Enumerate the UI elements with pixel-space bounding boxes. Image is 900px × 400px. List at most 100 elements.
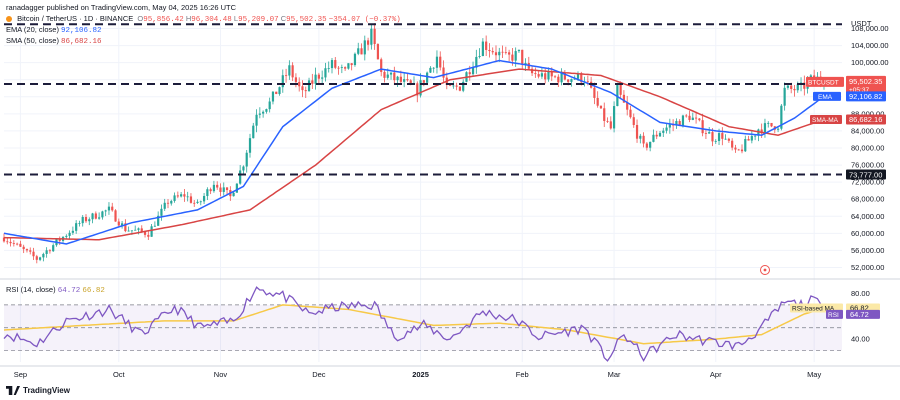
candle bbox=[52, 245, 55, 252]
ema-legend[interactable]: EMA (20, close) 92,106.82 bbox=[6, 25, 102, 35]
level-price-tag-text-2: 73,777.00 bbox=[849, 170, 882, 179]
candle bbox=[740, 149, 744, 152]
time-tick-label: Apr bbox=[710, 370, 722, 379]
candle bbox=[714, 140, 717, 142]
candle bbox=[757, 129, 760, 136]
candle bbox=[124, 223, 127, 232]
candle bbox=[708, 132, 711, 134]
candle bbox=[534, 73, 537, 75]
candle bbox=[619, 85, 622, 95]
candle bbox=[632, 117, 635, 125]
candle bbox=[511, 54, 514, 61]
price-tick-label: 104,000.00 bbox=[851, 41, 889, 50]
candle bbox=[475, 56, 478, 68]
candle bbox=[560, 72, 563, 83]
candle bbox=[537, 74, 540, 77]
candle bbox=[134, 229, 137, 231]
high-value: 96,304.48 bbox=[191, 16, 232, 24]
candle bbox=[275, 91, 278, 95]
candle bbox=[448, 84, 452, 86]
candle bbox=[685, 115, 688, 117]
price-tick-label: 76,000.00 bbox=[851, 161, 884, 170]
ema-tag bbox=[813, 91, 841, 101]
candle bbox=[603, 108, 606, 121]
price-tick-label: 52,000.00 bbox=[851, 263, 884, 272]
candle bbox=[750, 136, 753, 141]
candle bbox=[281, 75, 284, 88]
time-tick-label: Dec bbox=[312, 370, 326, 379]
candle bbox=[698, 118, 701, 121]
candle bbox=[324, 68, 327, 78]
time-tick-label: Sep bbox=[14, 370, 27, 379]
sma-legend[interactable]: SMA (50, close) 86,682.16 bbox=[6, 36, 102, 46]
candle bbox=[350, 63, 353, 66]
candle bbox=[609, 121, 612, 129]
price-tick-label: 80,000.00 bbox=[851, 144, 884, 153]
symbol-tag bbox=[806, 76, 844, 87]
candle bbox=[419, 80, 422, 96]
candle bbox=[767, 122, 770, 124]
candle bbox=[786, 85, 790, 88]
candle bbox=[550, 71, 553, 77]
event-marker-dot bbox=[763, 268, 767, 272]
candle bbox=[458, 86, 462, 91]
candle bbox=[262, 111, 265, 114]
candle bbox=[78, 223, 81, 224]
candle bbox=[68, 232, 71, 236]
candle bbox=[783, 87, 786, 106]
open-value: 95,856.42 bbox=[143, 16, 184, 24]
candle bbox=[127, 230, 130, 232]
candle bbox=[137, 228, 140, 230]
candle bbox=[668, 124, 671, 128]
candle bbox=[88, 219, 91, 222]
candle bbox=[98, 217, 101, 219]
candle bbox=[222, 187, 225, 192]
candle bbox=[422, 80, 425, 83]
candle bbox=[353, 53, 357, 66]
candle bbox=[265, 109, 268, 112]
candle bbox=[491, 51, 494, 53]
candle bbox=[635, 124, 639, 139]
symbol-tag-text: BTCUSDT bbox=[808, 80, 839, 87]
candle bbox=[344, 67, 347, 69]
candle bbox=[107, 206, 111, 211]
candle bbox=[508, 52, 511, 55]
candle bbox=[485, 41, 488, 50]
sma-tag bbox=[810, 114, 842, 124]
candle bbox=[209, 189, 212, 192]
candle bbox=[399, 76, 402, 82]
candle bbox=[173, 195, 176, 201]
candle bbox=[576, 73, 580, 79]
candle bbox=[403, 79, 406, 82]
currency-label[interactable]: USDT bbox=[851, 19, 872, 28]
candle bbox=[9, 241, 12, 244]
rsi-tag-text: RSI bbox=[828, 312, 839, 319]
candle bbox=[2, 237, 6, 242]
candle bbox=[373, 28, 376, 45]
rsi-tick-label: 80.00 bbox=[851, 289, 870, 298]
candle bbox=[22, 246, 25, 250]
price-tick-label: 68,000.00 bbox=[851, 195, 884, 204]
candle bbox=[163, 202, 166, 209]
candle bbox=[645, 143, 648, 148]
candle bbox=[117, 221, 120, 226]
candle bbox=[553, 76, 557, 78]
candle bbox=[599, 105, 603, 109]
candle bbox=[727, 138, 730, 141]
rsi-tag bbox=[826, 309, 843, 319]
candle bbox=[570, 79, 573, 82]
candle bbox=[544, 73, 547, 80]
candle bbox=[48, 250, 52, 252]
candle bbox=[593, 87, 596, 98]
candle bbox=[462, 81, 465, 91]
candle bbox=[396, 76, 399, 81]
candle bbox=[776, 128, 780, 130]
candle bbox=[724, 138, 727, 140]
rsi-value-tag-text: 64.72 bbox=[850, 310, 869, 319]
candle bbox=[662, 130, 665, 133]
candle bbox=[294, 77, 298, 82]
rsi-legend[interactable]: RSI (14, close) 64.72 66.82 bbox=[6, 285, 105, 295]
candle bbox=[81, 216, 84, 224]
bitcoin-icon bbox=[6, 16, 12, 22]
